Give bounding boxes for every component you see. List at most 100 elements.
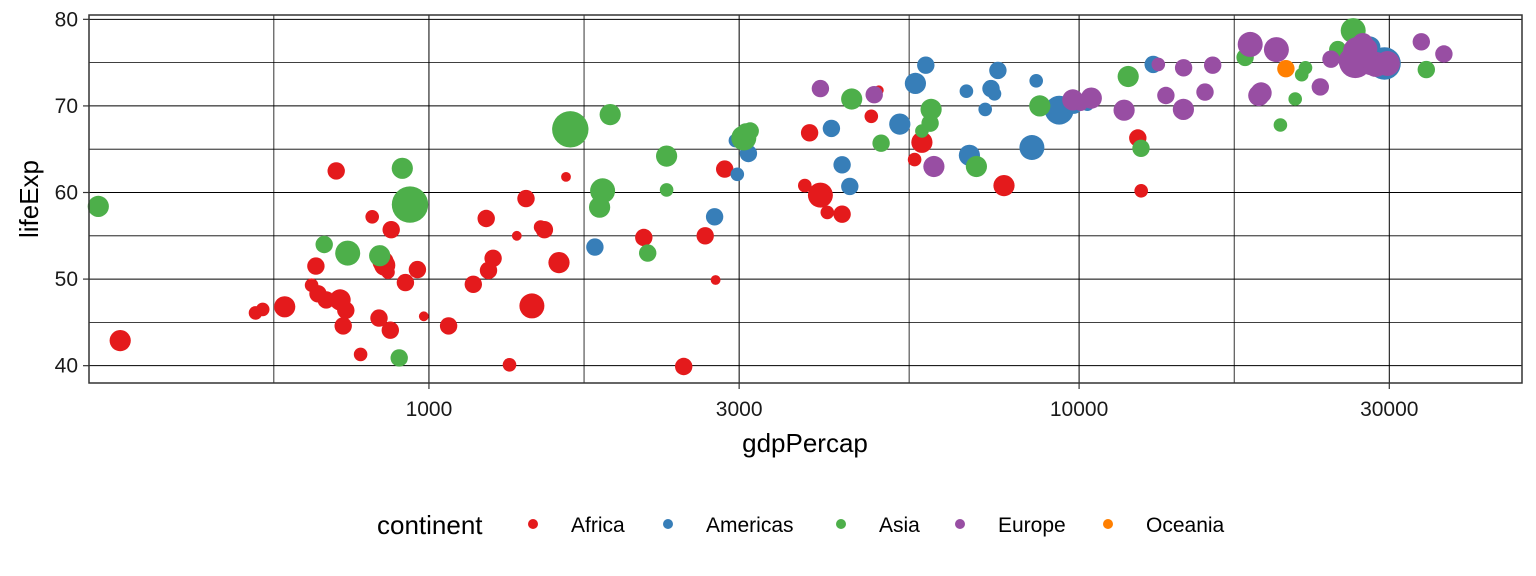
data-point-europe [1157,86,1175,105]
data-point-europe [923,155,945,178]
data-point-europe [1151,57,1166,72]
data-point-africa [109,330,131,352]
data-point-africa [370,309,388,327]
y-tick-label: 40 [55,355,78,378]
data-point-africa [307,257,325,275]
y-tick-label: 80 [55,8,78,31]
data-point-asia [841,88,863,110]
data-point-asia [920,98,942,120]
data-point-africa [675,357,693,376]
legend-label-africa: Africa [571,514,625,537]
data-point-africa [439,317,458,335]
data-point-asia [590,178,616,204]
data-point-oceania [1277,59,1295,78]
y-axis-ticks: 40 50 60 70 80 [55,8,89,378]
data-point-africa [864,109,879,124]
data-point-africa [408,260,427,279]
legend: continent Africa Americas Asia Europe Oceani… [377,510,1225,540]
data-point-africa [464,275,482,293]
data-point-asia [589,196,611,218]
data-point-asia [1029,95,1051,117]
legend-title: continent [377,510,483,540]
data-point-americas [959,84,974,98]
data-point-americas [982,79,1000,98]
data-point-africa [502,358,517,372]
data-point-asia [872,134,890,152]
data-point-asia [965,155,988,178]
data-point-americas [978,102,992,117]
data-point-europe [1263,37,1289,63]
data-point-asia [656,145,678,167]
y-axis-title: lifeExp [14,160,44,238]
legend-key-africa [528,519,538,529]
legend-label-europe: Europe [998,514,1066,537]
data-point-africa [511,230,522,241]
data-point-africa [382,221,400,239]
data-point-africa [274,296,296,318]
data-point-asia [639,244,657,262]
data-point-africa [710,275,721,285]
legend-label-americas: Americas [706,514,794,537]
data-point-africa [381,265,395,280]
data-point-europe [1435,45,1453,63]
data-point-europe [1196,83,1214,101]
data-point-asia [1117,65,1139,88]
data-point-africa [477,209,495,228]
data-point-americas [833,156,851,174]
data-point-europe [1250,82,1272,104]
data-point-africa [716,160,734,178]
data-point-africa [353,347,368,362]
data-point-africa [993,175,1015,197]
legend-key-oceania [1103,519,1113,529]
data-point-americas [989,61,1007,80]
data-point-asia [315,235,333,254]
data-point-africa [696,227,714,245]
data-point-africa [807,182,833,208]
data-point-africa [1134,184,1148,198]
plot-panel-border [88,14,1523,384]
legend-label-oceania: Oceania [1146,514,1225,537]
data-point-americas [917,56,935,74]
data-point-americas [730,167,745,182]
data-point-asia [391,186,429,223]
y-tick-label: 70 [55,95,78,118]
data-point-europe [1204,56,1222,74]
data-point-europe [1113,99,1135,121]
data-point-africa [833,205,851,223]
data-point-americas [889,113,911,135]
data-point-africa [820,205,835,220]
data-point-americas [841,177,859,196]
data-point-europe [1172,98,1194,120]
data-point-africa [635,228,653,247]
data-point-asia [1288,92,1302,106]
data-point-europe [1080,87,1102,109]
data-point-americas [705,208,724,226]
x-axis-ticks: 1000 3000 10000 30000 [406,383,1418,421]
data-point-africa [381,321,399,339]
data-point-africa [334,317,352,335]
legend-label-asia: Asia [879,514,920,537]
data-point-asia [1298,61,1313,75]
data-point-americas [586,238,604,256]
data-point-europe [1237,31,1263,57]
data-point-africa [535,221,554,239]
data-point-asia [1132,139,1150,157]
data-point-americas [904,72,927,94]
data-point-asia [390,349,408,367]
data-point-americas [1019,135,1045,160]
data-point-africa [418,311,429,322]
data-point-africa [255,302,270,317]
data-point-asia [1273,118,1288,132]
data-point-africa [484,249,502,267]
y-tick-label: 60 [55,182,78,205]
data-point-europe [1322,50,1340,68]
data-point-africa [798,178,812,193]
x-axis-title: gdpPercap [742,428,868,458]
data-point-africa [519,293,545,319]
data-point-africa [337,301,355,319]
data-point-europe [865,86,883,104]
data-point-asia [1417,60,1436,79]
data-point-europe [1174,59,1193,77]
data-point-africa [907,152,922,167]
grid-lines [89,15,1522,383]
